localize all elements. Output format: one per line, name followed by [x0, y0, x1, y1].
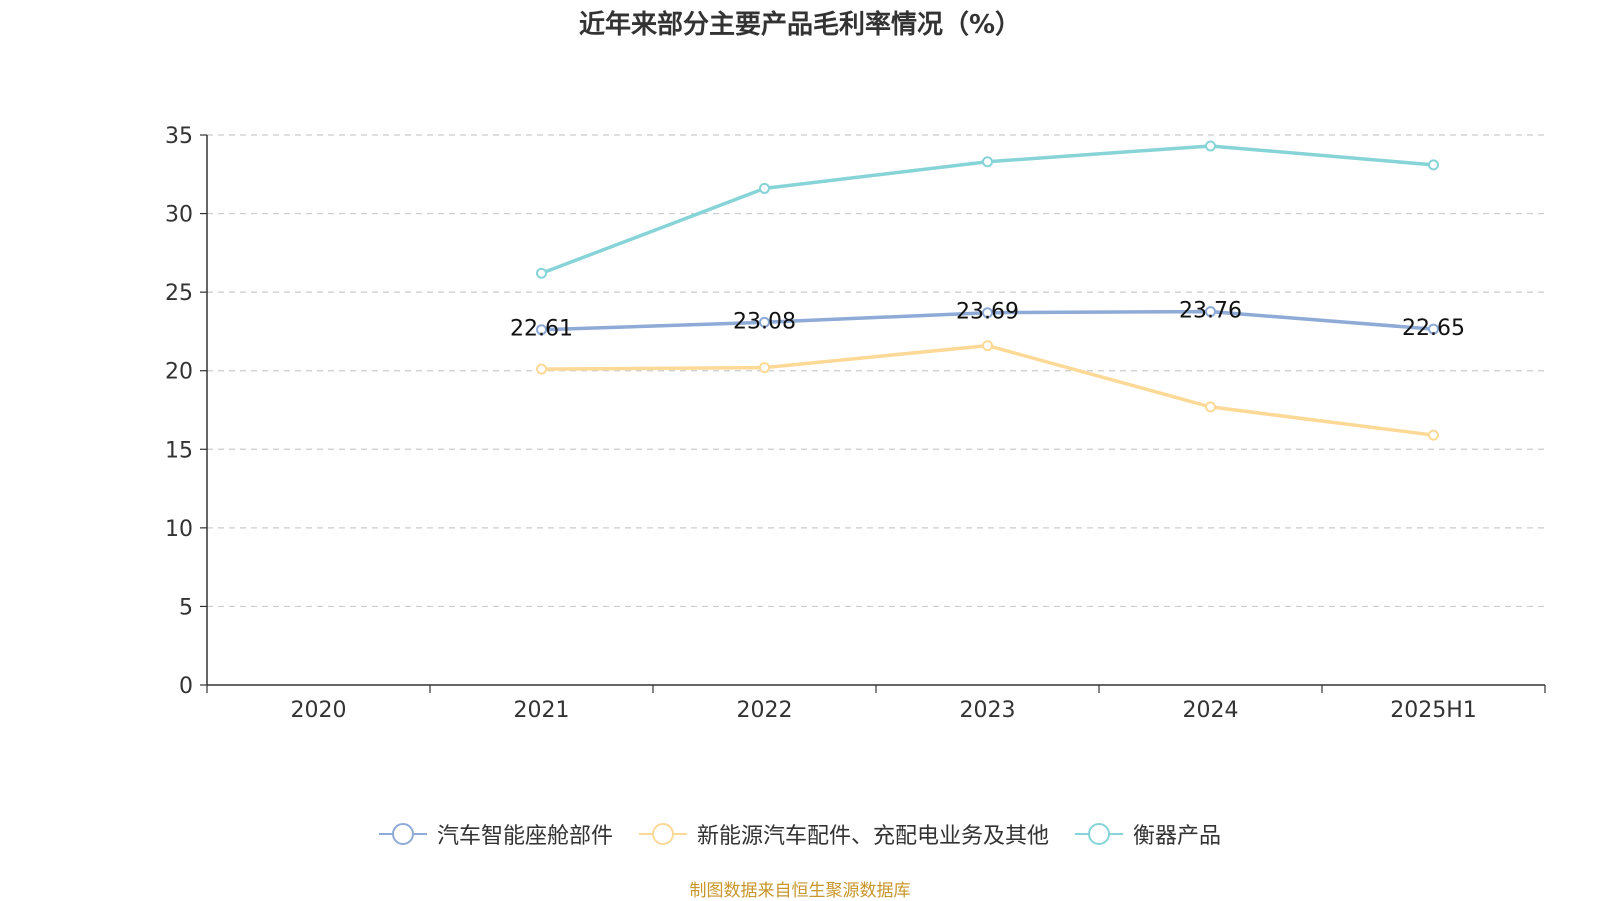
data-point — [1428, 159, 1439, 171]
data-point — [982, 156, 993, 168]
x-tick-label: 2023 — [960, 698, 1016, 723]
y-tick-label: 0 — [179, 674, 193, 699]
legend-item[interactable]: 汽车智能座舱部件 — [378, 818, 613, 850]
data-point — [1205, 306, 1216, 318]
chart-title: 近年来部分主要产品毛利率情况（%） — [578, 10, 1022, 40]
data-point — [1205, 401, 1216, 413]
y-tick-label: 15 — [165, 438, 193, 463]
data-point — [536, 267, 547, 279]
data-point — [1428, 429, 1439, 441]
data-point — [536, 324, 547, 336]
data-point — [982, 307, 993, 319]
legend-label: 衡器产品 — [1133, 824, 1222, 849]
x-tick-label: 2022 — [737, 698, 793, 723]
x-tick-label: 2021 — [514, 698, 570, 723]
x-tick-label: 2020 — [291, 698, 347, 723]
legend-label: 新能源汽车配件、充配电业务及其他 — [696, 824, 1049, 849]
y-tick-label: 10 — [165, 517, 193, 542]
legend-marker-icon — [1075, 823, 1123, 845]
data-point — [759, 316, 770, 328]
legend-item[interactable]: 新能源汽车配件、充配电业务及其他 — [638, 818, 1049, 850]
axes: 0 5 10 15 20 25 30 35 2020 2021 2022 2023 2024 2025H1 — [165, 124, 1546, 723]
legend-label: 汽车智能座舱部件 — [436, 824, 613, 849]
x-tick-label: 2025H1 — [1390, 698, 1477, 723]
x-tick-label: 2024 — [1183, 698, 1239, 723]
legend-marker-icon — [638, 823, 687, 845]
data-label: 23.08 — [733, 309, 796, 334]
data-point — [1205, 140, 1216, 152]
data-point — [536, 363, 547, 375]
y-tick-label: 20 — [165, 360, 193, 385]
data-label: 23.76 — [1179, 299, 1242, 324]
grid-lines — [207, 134, 1545, 608]
data-label: 22.65 — [1402, 316, 1465, 341]
y-tick-label: 35 — [165, 124, 193, 149]
source-note: 制图数据来自恒生聚源数据库 — [689, 881, 911, 901]
y-tick-label: 5 — [179, 595, 193, 620]
data-point — [1428, 323, 1439, 335]
data-point — [759, 362, 770, 374]
data-point — [759, 182, 770, 194]
legend-marker-icon — [378, 823, 427, 845]
series-lines — [536, 140, 1439, 441]
series-line — [541, 343, 1434, 437]
y-tick-label: 25 — [165, 281, 193, 306]
data-label: 22.61 — [510, 317, 573, 342]
data-point — [982, 340, 993, 352]
y-tick-label: 30 — [165, 203, 193, 228]
legend: 汽车智能座舱部件 新能源汽车配件、充配电业务及其他 衡器产品 — [0, 818, 1600, 850]
data-labels: 22.61 23.08 23.69 23.76 22.65 — [510, 299, 1465, 342]
data-label: 23.69 — [956, 300, 1019, 325]
legend-item[interactable]: 衡器产品 — [1075, 818, 1221, 850]
